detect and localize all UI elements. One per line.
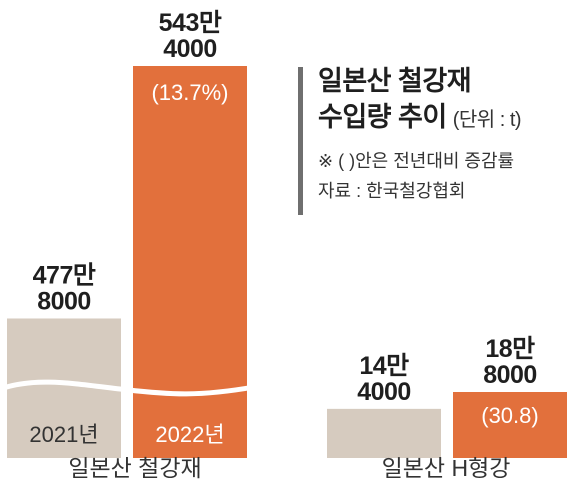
group-label-hbeam: 일본산 H형강	[382, 455, 511, 481]
value-label-hbeam-2021-line1: 14만	[359, 352, 409, 380]
chart-title-line2: 수입량 추이 (단위 : t)	[318, 99, 568, 138]
value-label-steel-2021-line1: 477만	[33, 261, 96, 289]
change-label-steel: (13.7%)	[151, 80, 228, 105]
value-label-steel-2021-line2: 8000	[37, 287, 91, 315]
value-label-hbeam-2022-line2: 8000	[483, 361, 537, 389]
value-label-steel-2022-line1: 543만	[159, 9, 222, 37]
source-note: 자료 : 한국철강협회	[318, 181, 466, 201]
bar-hbeam-2022	[453, 392, 567, 458]
change-note: ※ ( )안은 전년대비 증감률	[318, 151, 515, 171]
chart-legend-box: 일본산 철강재 수입량 추이 (단위 : t) ※ ( )안은 전년대비 증감률 …	[298, 63, 568, 215]
title-accent-bar	[298, 67, 303, 215]
value-label-hbeam-2021-line2: 4000	[357, 378, 411, 406]
axis-break-line	[0, 379, 261, 397]
year-label-steel-2021: 2021년	[29, 422, 98, 447]
chart-title-line2-text: 수입량 추이	[318, 102, 447, 132]
value-label-steel-2022-line2: 4000	[163, 35, 217, 63]
value-label-hbeam-2022-line1: 18만	[485, 335, 535, 363]
chart-title-line1: 일본산 철강재	[318, 66, 472, 96]
unit-label: (단위 : t)	[452, 109, 522, 131]
group-label-steel: 일본산 철강재	[68, 455, 201, 481]
year-label-steel-2022: 2022년	[155, 422, 224, 447]
change-label-hbeam: (30.8)	[481, 403, 538, 428]
bar-steel-2022	[133, 66, 247, 458]
bar-hbeam-2021	[327, 408, 441, 458]
